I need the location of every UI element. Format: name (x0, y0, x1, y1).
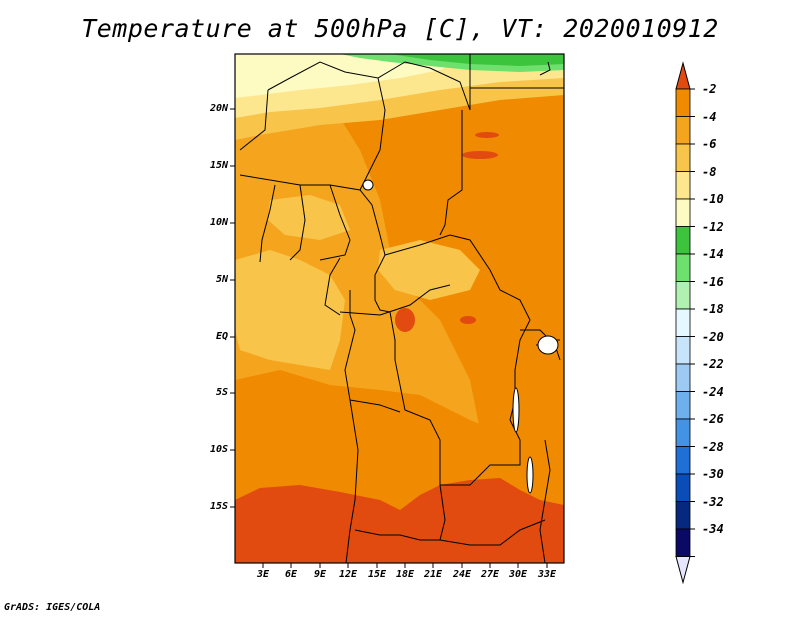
chart-title: Temperature at 500hPa [C], VT: 202001091… (81, 14, 719, 43)
colorbar-swatch (675, 363, 691, 392)
map-frame (234, 53, 565, 564)
colorbar-swatch (675, 308, 691, 337)
lon-label-27e: 27E (480, 569, 500, 580)
field-band-north-3 (235, 54, 470, 98)
field-cool-central (378, 240, 480, 300)
colorbar (675, 61, 695, 585)
lake-chad (362, 179, 374, 191)
field-hot-blob-3 (395, 308, 415, 332)
lat-label-10s: 10S (209, 444, 228, 455)
field-hot-blob-2 (462, 151, 498, 159)
colorbar-label-m24: -24 (702, 385, 724, 399)
colorbar-bottom-arrow (675, 556, 691, 585)
lat-label-10n: 10N (209, 217, 228, 228)
field-hot-southwest (235, 478, 564, 563)
colorbar-label-m16: -16 (702, 275, 724, 289)
colorbar-label-m18: -18 (702, 302, 724, 316)
colorbar-label-m28: -28 (702, 440, 724, 454)
colorbar-label-m30: -30 (702, 467, 724, 481)
lon-label-18e: 18E (395, 569, 415, 580)
colorbar-label-m26: -26 (702, 412, 724, 426)
colorbar-label-m8: -8 (702, 165, 717, 179)
colorbar-swatch (675, 253, 691, 282)
lat-label-20n: 20N (209, 103, 228, 114)
lon-label-33e: 33E (537, 569, 557, 580)
grads-credit: GrADS: IGES/COLA (4, 602, 101, 613)
colorbar-label-m32: -32 (702, 495, 724, 509)
colorbar-label-m34: -34 (702, 522, 724, 536)
colorbar-swatch (675, 143, 691, 172)
lat-label-15n: 15N (209, 160, 228, 171)
lon-label-30e: 30E (508, 569, 528, 580)
colorbar-label-m12: -12 (702, 220, 724, 234)
colorbar-swatch (675, 528, 691, 557)
colorbar-swatch (675, 336, 691, 365)
colorbar-label-m20: -20 (702, 330, 724, 344)
lake-victoria (537, 335, 559, 355)
colorbar-swatch (675, 501, 691, 530)
colorbar-label-m4: -4 (702, 110, 717, 124)
lon-label-21e: 21E (423, 569, 443, 580)
lat-label-5s: 5S (215, 387, 228, 398)
lake-tanganyika (512, 387, 520, 433)
field-cool-nigeria (268, 195, 350, 240)
lon-label-12e: 12E (338, 569, 358, 580)
lon-label-9e: 9E (313, 569, 327, 580)
colorbar-swatch (675, 418, 691, 447)
lat-ticks (230, 108, 235, 508)
colorbar-swatch (675, 171, 691, 200)
colorbar-label-m6: -6 (702, 137, 717, 151)
colorbar-swatch (675, 281, 691, 310)
lon-label-6e: 6E (284, 569, 298, 580)
colorbar-swatch (675, 226, 691, 255)
colorbar-label-m14: -14 (702, 247, 724, 261)
colorbar-swatch (675, 116, 691, 145)
field-cool-west (235, 250, 345, 370)
lon-label-24e: 24E (452, 569, 472, 580)
lakes (362, 179, 559, 494)
colorbar-label-m2: -2 (702, 82, 717, 96)
colorbar-label-m10: -10 (702, 192, 724, 206)
field-hot-blob-1 (475, 132, 499, 138)
lon-label-3e: 3E (256, 569, 270, 580)
colorbar-swatch (675, 473, 691, 502)
lake-malawi (526, 456, 534, 494)
lat-label-5n: 5N (215, 274, 228, 285)
field-hot-blob-4 (460, 316, 476, 324)
colorbar-swatch (675, 198, 691, 227)
lon-ticks (262, 563, 548, 568)
lat-label-15s: 15S (209, 501, 228, 512)
field-green-core (390, 54, 564, 66)
lat-label-eq: EQ (215, 331, 228, 342)
colorbar-swatch (675, 88, 691, 117)
colorbar-top-arrow (675, 61, 691, 90)
lon-label-15e: 15E (367, 569, 387, 580)
colorbar-swatch (675, 446, 691, 475)
colorbar-label-m22: -22 (702, 357, 724, 371)
colorbar-swatch (675, 391, 691, 420)
